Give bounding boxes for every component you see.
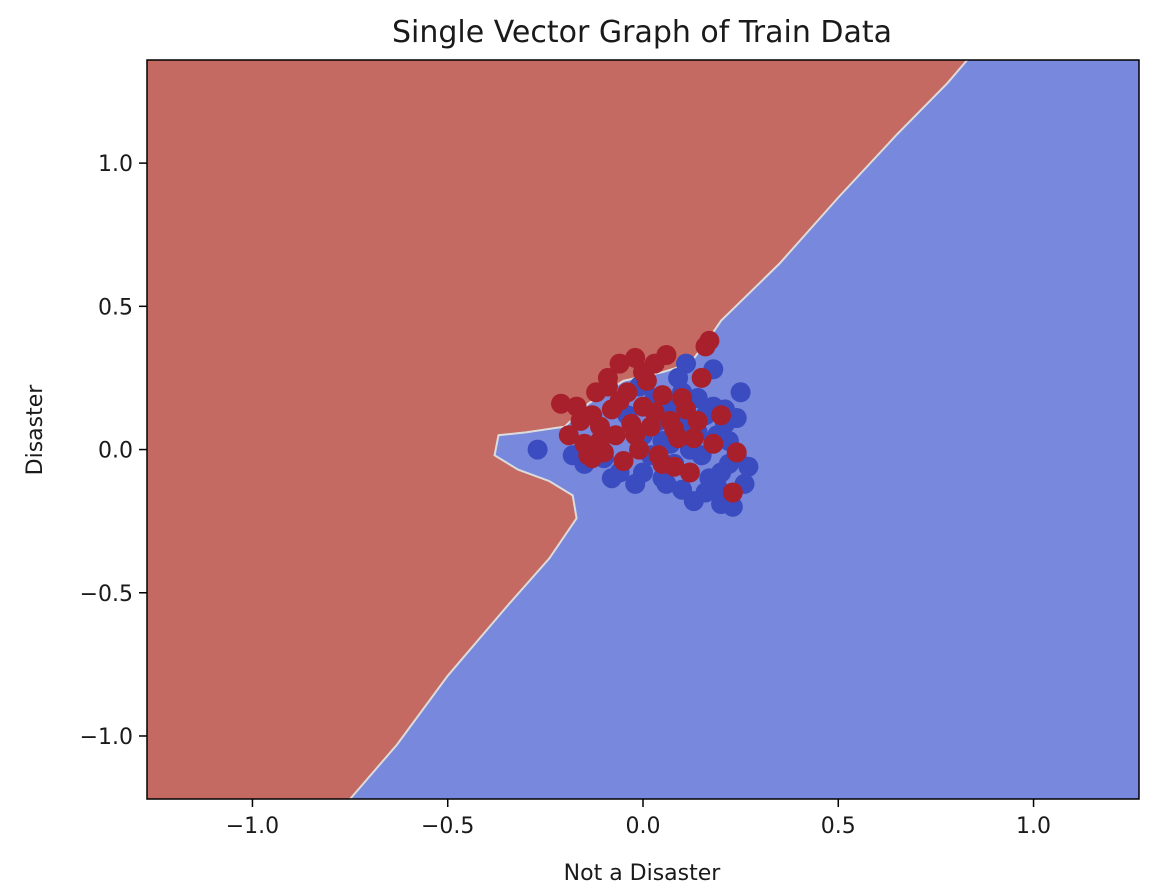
data-point-point_red-47 bbox=[676, 399, 696, 420]
x-axis-label: Not a Disaster bbox=[564, 861, 722, 886]
data-point-point_red-11 bbox=[605, 425, 626, 446]
data-point-point_red-43 bbox=[664, 419, 685, 440]
data-point-point_red-7 bbox=[590, 416, 610, 437]
data-point-point_blue-37 bbox=[656, 473, 677, 494]
data-point-point_red-36 bbox=[722, 482, 743, 503]
y-tick-label-2: 0.0 bbox=[98, 439, 133, 464]
y-tick-label-1: −0.5 bbox=[80, 582, 133, 607]
data-point-point_blue-38 bbox=[633, 462, 653, 483]
data-point-point_blue-28 bbox=[722, 496, 743, 517]
data-point-point_red-24 bbox=[656, 345, 677, 365]
data-point-point_red-34 bbox=[703, 433, 724, 454]
data-point-point_red-40 bbox=[609, 390, 630, 411]
data-point-point_red-13 bbox=[613, 451, 634, 471]
data-point-point_blue-45 bbox=[707, 476, 728, 497]
data-point-point_red-31 bbox=[691, 367, 712, 388]
data-point-point_red-44 bbox=[582, 448, 603, 469]
data-point-point_red-33 bbox=[699, 330, 720, 351]
x-tick-label-2: 0.0 bbox=[626, 814, 661, 839]
y-axis-label: Disaster bbox=[23, 384, 48, 476]
plot-area: −1.0 −0.5 0.0 0.5 1.0 −1.0 −0.5 0.0 0.5 1.0 bbox=[80, 59, 1140, 839]
data-point-point_red-1 bbox=[558, 425, 579, 446]
data-point-point_red-42 bbox=[644, 402, 665, 423]
decision-boundary bbox=[349, 59, 968, 800]
data-point-point_red-41 bbox=[625, 425, 646, 446]
chart-title: Single Vector Graph of Train Data bbox=[392, 15, 892, 50]
data-point-point_red-23 bbox=[652, 385, 673, 406]
data-point-point_red-45 bbox=[633, 362, 653, 383]
x-tick-label-3: 0.5 bbox=[821, 814, 856, 839]
data-point-point_red-12 bbox=[609, 353, 630, 374]
y-tick-label-3: 0.5 bbox=[98, 295, 133, 320]
data-point-point_blue-16 bbox=[676, 353, 696, 374]
data-point-point_red-29 bbox=[679, 462, 700, 483]
data-point-point_red-48 bbox=[652, 453, 673, 474]
data-point-point_red-49 bbox=[683, 428, 704, 449]
data-point-point_blue-30 bbox=[730, 382, 751, 403]
region-red bbox=[147, 60, 968, 799]
data-point-point_red-39 bbox=[590, 431, 610, 451]
data-point-point_red-35 bbox=[711, 405, 732, 426]
data-point-point_blue-48 bbox=[601, 468, 622, 489]
data-point-point_red-38 bbox=[570, 410, 591, 431]
data-point-point_red-46 bbox=[597, 376, 618, 397]
y-tick-label-4: 1.0 bbox=[98, 152, 133, 177]
x-tick-label-1: −0.5 bbox=[421, 814, 474, 839]
data-point-point_red-0 bbox=[551, 393, 571, 414]
data-point-point_blue-0 bbox=[527, 439, 548, 460]
y-tick-label-0: −1.0 bbox=[80, 725, 133, 750]
x-tick-label-4: 1.0 bbox=[1016, 814, 1051, 839]
x-tick-label-0: −1.0 bbox=[226, 814, 279, 839]
data-point-point_red-37 bbox=[726, 442, 747, 463]
